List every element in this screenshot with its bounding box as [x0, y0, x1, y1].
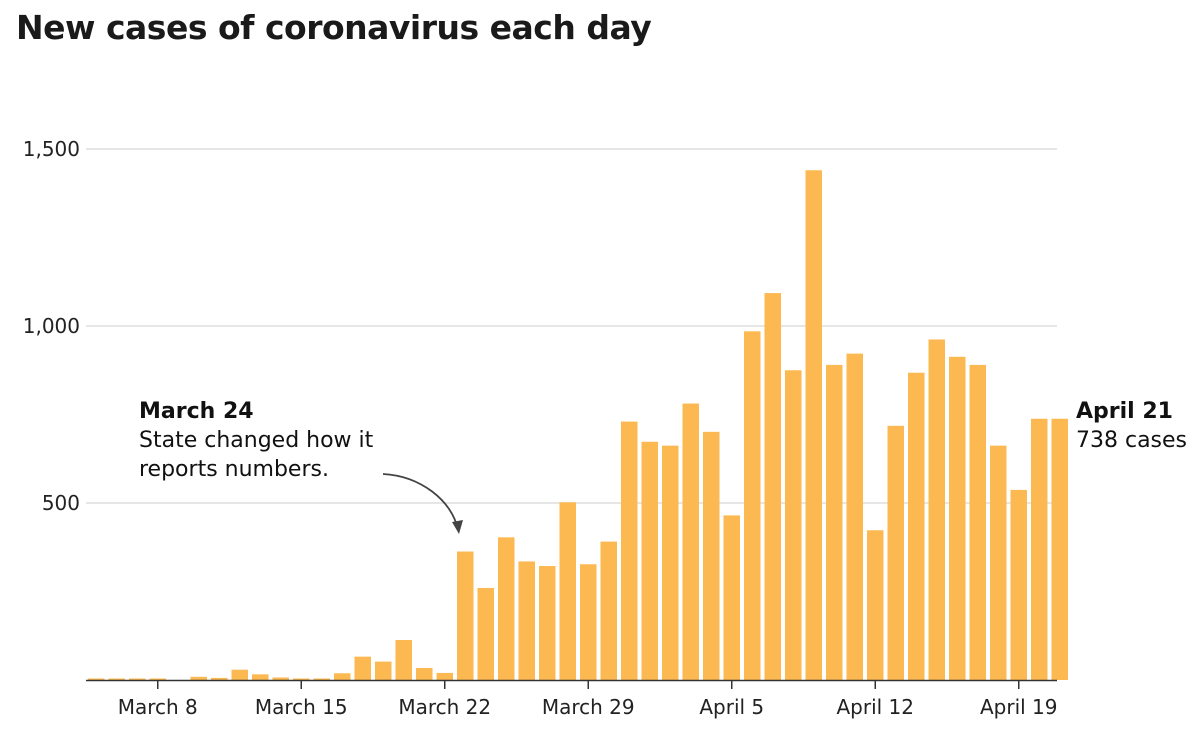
bar-april-21 [1051, 418, 1068, 680]
annotation-april-21-line-1: 738 cases [1076, 428, 1187, 453]
bar-march-20 [395, 639, 412, 680]
annotation-arrowhead-icon [452, 520, 463, 534]
annotations: March 24 State changed how it reports nu… [139, 399, 1187, 534]
bar-april-5 [723, 515, 740, 680]
annotation-march-24-line-1: State changed how it [139, 428, 374, 453]
bar-march-24 [477, 587, 494, 680]
x-tick-label: March 29 [542, 695, 635, 719]
bar-march-17 [334, 673, 351, 680]
bar-april-2 [662, 445, 679, 680]
bar-march-10 [190, 676, 207, 680]
chart-title: New cases of coronavirus each day [16, 8, 652, 47]
bar-march-31 [621, 421, 638, 680]
bar-march-30 [600, 541, 617, 680]
y-tick-label: 1,500 [23, 137, 80, 161]
bar-march-21 [416, 667, 433, 680]
x-tick-label: March 15 [255, 695, 348, 719]
bar-april-17 [969, 364, 986, 680]
bar-april-12 [867, 530, 884, 680]
bar-march-28 [559, 502, 576, 680]
bar-march-7 [129, 678, 146, 680]
bar-april-7 [764, 293, 781, 680]
bar-march-18 [354, 656, 371, 680]
gridlines: 500 1,000 1,500 [23, 137, 1057, 515]
bar-march-23 [457, 551, 474, 680]
bar-april-19 [1010, 489, 1027, 680]
bar-april-10 [826, 364, 843, 680]
bar-april-18 [990, 445, 1007, 680]
x-axis: March 8 March 15 March 22 March 29 April 5 Ap… [86, 679, 1058, 719]
bars [88, 170, 1068, 681]
bar-march-15 [293, 678, 310, 680]
bar-april-3 [682, 403, 699, 680]
bar-april-1 [641, 441, 658, 680]
bar-march-5 [88, 678, 105, 680]
bar-april-14 [908, 372, 925, 680]
bar-april-20 [1031, 418, 1048, 680]
bar-april-15 [928, 339, 945, 680]
bar-march-25 [498, 537, 515, 680]
bar-april-13 [887, 425, 904, 680]
bar-april-4 [703, 431, 720, 680]
x-tick-label: April 19 [980, 695, 1058, 719]
bar-april-6 [744, 331, 761, 680]
y-tick-label: 500 [42, 491, 80, 515]
bar-march-27 [539, 566, 556, 680]
x-tick-label: April 5 [699, 695, 764, 719]
bar-march-14 [272, 677, 289, 680]
bar-march-29 [580, 564, 597, 680]
bar-april-9 [805, 170, 822, 681]
bar-april-11 [846, 353, 863, 680]
bar-march-11 [211, 677, 228, 680]
annotation-arrow [382, 473, 459, 531]
bar-march-12 [231, 669, 248, 680]
bar-april-16 [949, 356, 966, 680]
bar-march-16 [313, 678, 330, 680]
y-tick-label: 1,000 [23, 314, 80, 338]
x-tick-label: March 8 [118, 695, 198, 719]
bar-march-26 [518, 561, 535, 680]
bar-march-22 [436, 672, 453, 680]
annotation-march-24-title: March 24 [139, 399, 254, 424]
bar-april-8 [785, 370, 802, 680]
bar-march-13 [252, 674, 269, 680]
annotation-march-24-line-2: reports numbers. [139, 457, 329, 482]
annotation-april-21-title: April 21 [1076, 399, 1173, 424]
bar-march-6 [108, 678, 125, 680]
x-tick-label: April 12 [836, 695, 914, 719]
bar-march-19 [375, 661, 392, 680]
bar-march-8 [149, 678, 166, 680]
x-tick-label: March 22 [398, 695, 491, 719]
